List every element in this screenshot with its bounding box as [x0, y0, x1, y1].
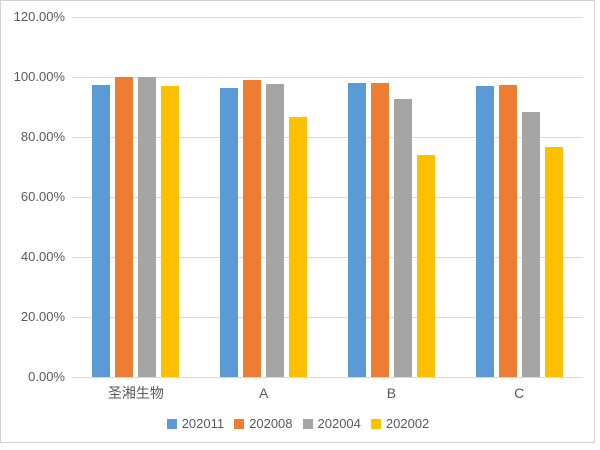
legend-item-202004: 202004 [302, 416, 361, 431]
gridline-60 [72, 197, 583, 198]
legend-label-202002: 202002 [385, 416, 430, 431]
bar-202008-C [499, 85, 517, 377]
bar-202011-圣湘生物 [92, 85, 110, 377]
bar-202004-圣湘生物 [138, 77, 156, 377]
bar-202008-B [371, 83, 389, 377]
chart-legend: 202011 202008 202004 202002 [0, 416, 596, 431]
legend-label-202004: 202004 [317, 416, 361, 431]
legend-label-202008: 202008 [249, 416, 293, 431]
bar-202011-B [348, 83, 366, 377]
bar-202002-B [417, 155, 435, 377]
gridline-100 [72, 77, 583, 78]
bar-202004-C [522, 112, 540, 377]
x-category-label-圣湘生物: 圣湘生物 [107, 385, 164, 401]
gridline-120 [72, 17, 583, 18]
gridline-40 [72, 257, 583, 258]
bar-202002-圣湘生物 [161, 86, 179, 377]
legend-item-202002: 202002 [370, 416, 430, 431]
gridline-20 [72, 317, 583, 318]
x-category-label-C: C [514, 385, 525, 401]
y-tick-label-100: 100.00% [13, 69, 65, 84]
bar-202008-A [243, 80, 261, 377]
y-tick-label-40: 40.00% [20, 249, 65, 264]
chart-border [0, 0, 595, 443]
gridline-0 [72, 377, 583, 378]
legend-swatch-202002 [370, 418, 381, 429]
legend-swatch-202011 [166, 418, 177, 429]
legend-label-202011: 202011 [181, 416, 225, 431]
bar-202002-A [289, 117, 307, 377]
y-tick-label-60: 60.00% [20, 189, 65, 204]
bar-202008-圣湘生物 [115, 77, 133, 377]
x-category-label-B: B [386, 385, 397, 401]
bar-202004-B [394, 99, 412, 377]
y-tick-label-20: 20.00% [20, 309, 65, 324]
bar-202011-A [220, 88, 238, 377]
y-tick-label-120: 120.00% [13, 9, 65, 24]
gridline-80 [72, 137, 583, 138]
bar-202002-C [545, 147, 563, 377]
y-tick-label-80: 80.00% [20, 129, 65, 144]
legend-item-202008: 202008 [234, 416, 293, 431]
y-tick-label-0: 0.00% [28, 369, 65, 384]
legend-item-202011: 202011 [166, 416, 225, 431]
x-category-label-A: A [258, 385, 269, 401]
bar-202004-A [266, 84, 284, 377]
bar-202011-C [476, 86, 494, 377]
legend-swatch-202004 [302, 418, 313, 429]
legend-swatch-202008 [234, 418, 245, 429]
